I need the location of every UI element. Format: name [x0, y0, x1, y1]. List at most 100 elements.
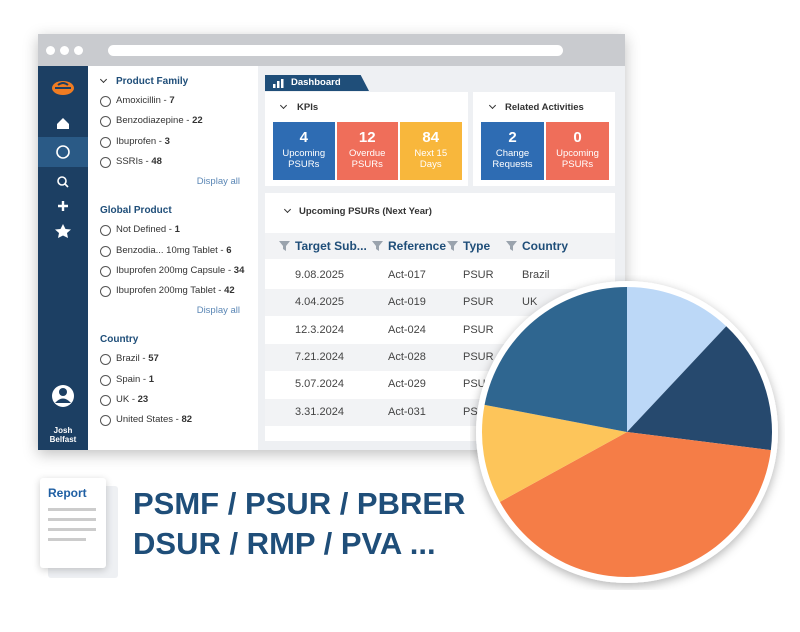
radio[interactable] — [100, 225, 111, 237]
radio[interactable] — [100, 116, 111, 128]
item-count: 22 — [192, 115, 203, 127]
psur-table-panel: Upcoming PSURs (Next Year) Target Sub... R… — [265, 193, 615, 441]
report-line — [48, 528, 96, 531]
filter-item: Brazil - 57 — [116, 353, 159, 364]
pill-icon[interactable] — [56, 145, 70, 159]
table-cell: 5.07.2024 — [295, 378, 344, 391]
sidebar: Josh Belfast — [38, 66, 88, 450]
pie-chart — [476, 281, 778, 583]
kpi-tile[interactable]: 12 Overdue PSURs — [336, 122, 398, 180]
report-card[interactable]: Report — [40, 478, 106, 568]
display-all[interactable]: Display all — [196, 176, 240, 188]
kpi-label: Next 15 Days — [414, 148, 448, 170]
search-icon[interactable] — [57, 176, 67, 186]
kpi-tile[interactable]: 84 Next 15 Days — [400, 122, 462, 180]
sidebar-icons — [38, 81, 88, 407]
radio[interactable] — [100, 96, 111, 107]
chevron — [99, 75, 108, 84]
item-count: 42 — [224, 285, 235, 297]
table-title: Upcoming PSURs (Next Year) — [299, 206, 432, 217]
report-label: Report — [48, 486, 87, 500]
kpi-label: Overdue PSURs — [349, 148, 386, 170]
item-label: Brazil - — [116, 353, 146, 365]
item-label: SSRIs - — [116, 155, 149, 167]
logo-e — [55, 82, 71, 89]
star-icon[interactable] — [55, 224, 71, 238]
header-row — [265, 233, 615, 259]
column-header[interactable]: Country — [522, 239, 568, 253]
kpi-tile[interactable]: 4 Upcoming PSURs — [273, 122, 335, 180]
table-cell: Act-031 — [388, 405, 426, 418]
item-count: 1 — [148, 373, 155, 385]
avatar-head — [59, 388, 67, 396]
chevron — [279, 101, 288, 110]
filter-icon[interactable] — [447, 241, 458, 251]
pie-slice — [484, 287, 627, 432]
filter-icon[interactable] — [372, 241, 383, 251]
column-header[interactable]: Reference — [388, 239, 447, 253]
table-cell: PSUR — [463, 269, 494, 281]
table-cell: 12.3.2024 — [295, 323, 344, 336]
radio[interactable] — [100, 156, 111, 168]
filter-item: UK - 23 — [116, 394, 148, 405]
filter-item: Ibuprofen 200mg Capsule - 34 — [116, 265, 244, 276]
radio[interactable] — [100, 395, 111, 406]
chevron — [283, 205, 292, 214]
table-cell: PSUR — [463, 323, 494, 336]
related-panel: Related Activities 2 Change Requests 0 Upcom… — [473, 92, 615, 186]
add-icon[interactable] — [58, 201, 68, 211]
app-window: Josh Belfast Product Family Amoxicillin -… — [38, 34, 625, 450]
table-cell: Act-028 — [388, 350, 426, 363]
home-icon[interactable] — [57, 118, 69, 129]
kpi-label: Change Requests — [492, 148, 533, 170]
table-cell: Act-029 — [388, 378, 426, 391]
display-all[interactable]: Display all — [196, 305, 240, 317]
window-dot — [60, 46, 69, 55]
kpi-tile[interactable]: 0 Upcoming PSURs — [546, 122, 609, 180]
avatar-body — [55, 398, 71, 403]
address-bar — [108, 45, 563, 56]
filter-icon[interactable] — [506, 241, 517, 251]
pie-slice — [499, 432, 771, 577]
item-label: Amoxicillin - — [116, 95, 167, 106]
window-dot — [46, 46, 55, 55]
window-dot — [74, 46, 83, 55]
kpi-value: 84 — [422, 129, 440, 146]
column-header[interactable]: Type — [463, 239, 491, 253]
item-label: United States - — [116, 414, 179, 426]
item-label: Spain - — [116, 373, 147, 385]
item-label: Benzodiazepine - — [116, 115, 190, 127]
kpi-value: 4 — [299, 129, 308, 146]
report-line — [48, 518, 96, 521]
filter-icon[interactable] — [279, 241, 290, 251]
dashboard-tab[interactable]: Dashboard — [265, 75, 369, 91]
item-count: 48 — [151, 155, 162, 167]
radio[interactable] — [100, 136, 111, 148]
radio[interactable] — [100, 245, 111, 257]
panel-title: KPIs — [297, 102, 319, 113]
item-count: 7 — [169, 95, 175, 106]
radio[interactable] — [100, 415, 111, 427]
tab-icon — [273, 79, 284, 88]
item-label: Benzodia... 10mg Tablet - — [116, 244, 224, 256]
tab-label: Dashboard — [291, 77, 341, 88]
table-cell: Act-019 — [388, 296, 426, 309]
filter-item: Benzodia... 10mg Tablet - 6 — [116, 245, 232, 256]
kpi-value: 2 — [508, 129, 517, 146]
filter-title[interactable]: Global Product — [100, 205, 172, 217]
column-header[interactable]: Target Sub... — [295, 239, 367, 253]
kpi-tile[interactable]: 2 Change Requests — [481, 122, 544, 180]
filter-item: Benzodiazepine - 22 — [116, 115, 203, 126]
table-cell: Act-017 — [388, 269, 426, 281]
radio[interactable] — [100, 265, 111, 277]
filter-item: Ibuprofen - 3 — [116, 136, 170, 147]
radio[interactable] — [100, 374, 111, 386]
item-label: Ibuprofen 200mg Tablet - — [116, 285, 222, 297]
report-line — [48, 538, 86, 541]
filter-title[interactable]: Product Family — [116, 76, 189, 87]
radio[interactable] — [100, 354, 111, 366]
filter-title[interactable]: Country — [100, 334, 139, 346]
radio[interactable] — [100, 286, 111, 298]
filter-item: Spain - 1 — [116, 374, 154, 385]
item-count: 1 — [174, 224, 180, 236]
